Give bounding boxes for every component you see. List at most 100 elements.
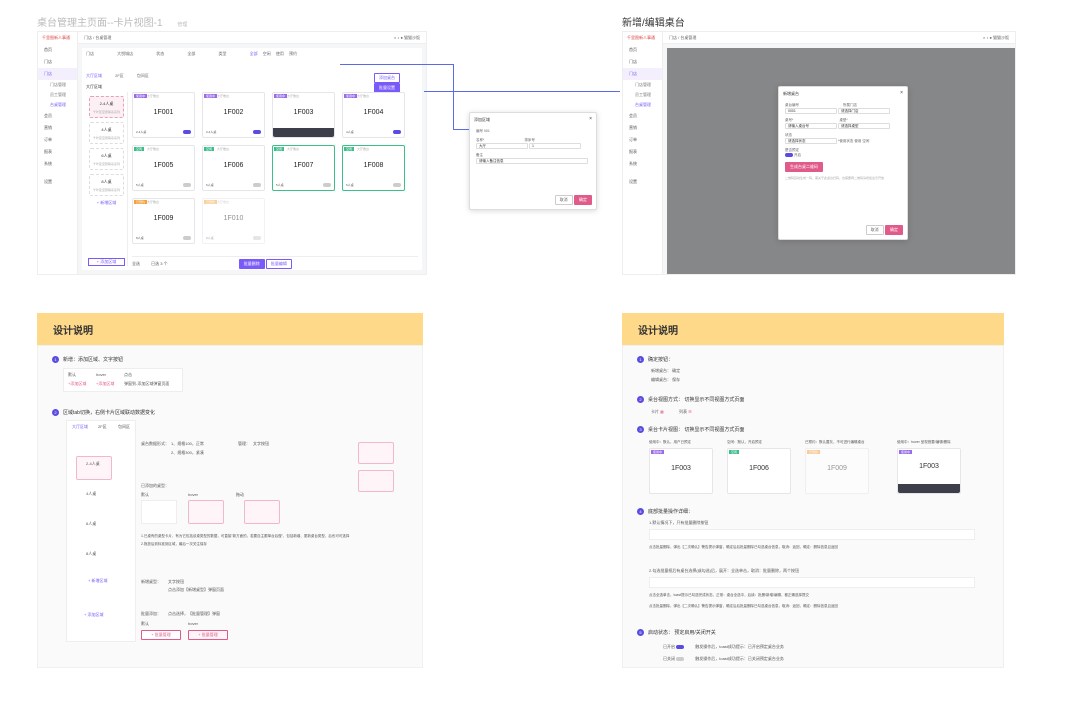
- table-card[interactable]: 已预约 大厅散台 1F010 8人桌: [202, 198, 265, 244]
- table-card[interactable]: 空闲 大厅散台 1F007 5人桌: [272, 145, 335, 191]
- table-card[interactable]: 使用中 大厅散台 1F004 4人桌: [342, 92, 405, 138]
- new-area-link[interactable]: + 新增区域: [96, 200, 117, 205]
- close-icon[interactable]: ×: [900, 90, 903, 96]
- table-card[interactable]: 使用中 大厅散台 1F002 2-4人桌: [202, 92, 265, 138]
- sidebar-item-store[interactable]: 门店: [629, 59, 637, 64]
- radio-idle[interactable]: 空闲: [862, 138, 870, 143]
- sidebar-item-order[interactable]: 订单: [44, 137, 52, 142]
- cancel-button[interactable]: 取消: [554, 195, 573, 205]
- avatar[interactable]: ●: [400, 35, 403, 40]
- list-item[interactable]: [76, 456, 112, 480]
- sidebar-item-report[interactable]: 报表: [629, 149, 637, 154]
- tab-hall[interactable]: 大厅区域: [72, 424, 88, 429]
- select-all-checkbox[interactable]: 全选: [132, 261, 140, 266]
- reserve-toggle[interactable]: [183, 236, 191, 240]
- filter-chip-used[interactable]: 使用: [275, 51, 284, 56]
- reserve-toggle[interactable]: [253, 130, 261, 134]
- filter-chip-idle[interactable]: 空闲: [262, 51, 271, 56]
- code-input[interactable]: 0001: [785, 108, 837, 114]
- sidebar-sub-table[interactable]: 台桌管理: [50, 102, 66, 107]
- list-item[interactable]: 6人桌 千叶区至愿联系系列: [89, 148, 124, 170]
- filter-select-status[interactable]: 全部: [187, 51, 196, 56]
- tab-private[interactable]: 包间区: [136, 73, 149, 78]
- avatar[interactable]: ●: [989, 35, 992, 40]
- sidebar-item-system[interactable]: 系统: [629, 161, 637, 166]
- table-card[interactable]: 已预约 大厅散台 1F009 8人桌: [132, 198, 195, 244]
- table-card[interactable]: 使用中 大厅散台 1F001 2-4人桌: [132, 92, 195, 138]
- grid-icon[interactable]: ▦: [660, 409, 664, 414]
- sidebar-item-home[interactable]: 首页: [44, 47, 52, 52]
- list-icon[interactable]: ☰: [688, 409, 692, 414]
- sidebar-sub-store-manage[interactable]: 门店管理: [635, 82, 651, 87]
- remark-input[interactable]: 请输入备注信息: [476, 158, 588, 164]
- new-area-link[interactable]: + 新增区域: [88, 578, 108, 583]
- demo-card-idle[interactable]: 空闲 1F006: [727, 448, 791, 494]
- table-type-select[interactable]: 请选择桌型: [837, 123, 890, 129]
- sort-input[interactable]: 1: [528, 143, 581, 149]
- list-item[interactable]: 4人桌 千叶区至愿联系系列: [89, 122, 124, 144]
- add-area-link[interactable]: +添加区域: [68, 381, 87, 386]
- demo-card-hover[interactable]: 使用中 1F003: [897, 448, 961, 494]
- view-list-label[interactable]: 列表: [679, 409, 688, 414]
- filter-chip-reserved[interactable]: 预约: [289, 51, 297, 56]
- toggle-on[interactable]: [676, 644, 685, 649]
- qr-button[interactable]: 生成台桌二维码: [785, 162, 823, 172]
- view-card-label[interactable]: 卡片: [651, 409, 659, 414]
- radio-used[interactable]: 使用: [854, 138, 862, 143]
- status-select[interactable]: 请选择状态: [785, 138, 837, 144]
- add-area-button[interactable]: + 添加区域: [84, 612, 104, 617]
- sidebar-item-member[interactable]: 会员: [629, 113, 637, 118]
- sidebar-item-system[interactable]: 系统: [44, 161, 52, 166]
- add-area-button[interactable]: + 添加区域: [88, 258, 125, 266]
- sidebar-sub-table[interactable]: 台桌管理: [635, 102, 651, 107]
- name-input[interactable]: 大厅: [476, 143, 528, 149]
- list-item[interactable]: 2-4人桌 千叶区至愿联系系列: [89, 96, 124, 118]
- sidebar-sub-staff[interactable]: 员工管理: [50, 92, 66, 97]
- sidebar-item-settings[interactable]: 设置: [629, 179, 637, 184]
- table-no-input[interactable]: 请输入桌台号: [785, 123, 837, 129]
- ok-button[interactable]: 确定: [885, 225, 903, 235]
- batch-manage-button-hover[interactable]: + 批量管理: [188, 630, 228, 640]
- table-card[interactable]: 空闲 大厅散台 1F008 6人桌: [342, 145, 405, 191]
- demo-card-used[interactable]: 使用中 1F003: [649, 448, 713, 494]
- sidebar-item-order[interactable]: 订单: [629, 137, 637, 142]
- batch-delete-button[interactable]: 批量删除: [238, 259, 265, 269]
- filter-select-store[interactable]: 大悦城店: [117, 51, 134, 56]
- reserve-toggle[interactable]: [183, 130, 191, 134]
- cancel-button[interactable]: 取消: [865, 225, 884, 235]
- sidebar-sub-staff[interactable]: 员工管理: [635, 92, 651, 97]
- reserve-toggle[interactable]: [393, 183, 401, 187]
- add-table-button[interactable]: 添加桌台: [374, 73, 400, 83]
- sidebar-item-report[interactable]: 报表: [44, 149, 52, 154]
- reserve-toggle[interactable]: [253, 236, 261, 240]
- search-icon[interactable]: ⌕: [393, 35, 397, 40]
- reserve-toggle[interactable]: [323, 183, 331, 187]
- store-select[interactable]: 请选择门店: [837, 108, 890, 114]
- sidebar-item-member[interactable]: 会员: [44, 113, 52, 118]
- add-area-link-hover[interactable]: +添加区域: [96, 381, 115, 386]
- list-item[interactable]: 8人桌 千叶区至愿联系系列: [89, 174, 124, 196]
- reserve-toggle[interactable]: [253, 183, 261, 187]
- batch-manage-button[interactable]: + 批量管理: [141, 630, 181, 640]
- sidebar-sub-store-manage[interactable]: 门店管理: [50, 82, 66, 87]
- reserve-toggle[interactable]: [393, 130, 401, 134]
- sidebar-item-store[interactable]: 门店: [44, 59, 52, 64]
- sidebar-item-store-active[interactable]: 门店: [38, 68, 77, 80]
- sidebar-item-marketing[interactable]: 营销: [44, 125, 52, 130]
- table-card[interactable]: 使用中大厅散台1F0032-4人桌: [272, 92, 335, 138]
- tab-hall[interactable]: 大厅区域: [86, 73, 102, 78]
- batch-edit-button[interactable]: 批量编辑: [265, 259, 292, 269]
- reserve-toggle[interactable]: [785, 153, 793, 158]
- reserve-toggle[interactable]: [183, 183, 191, 187]
- sidebar-item-store-active[interactable]: 门店: [623, 68, 662, 80]
- toggle-off[interactable]: [676, 656, 685, 661]
- sidebar-item-marketing[interactable]: 营销: [629, 125, 637, 130]
- sidebar-item-settings[interactable]: 设置: [44, 179, 52, 184]
- tab-2f[interactable]: 2F区: [115, 73, 124, 78]
- sidebar-item-home[interactable]: 首页: [629, 47, 637, 52]
- search-icon[interactable]: ⌕: [982, 35, 986, 40]
- table-card[interactable]: 空闲 大厅散台 1F005 5人桌: [132, 145, 195, 191]
- table-card[interactable]: 空闲 大厅散台 1F006 6人桌: [202, 145, 265, 191]
- tab-2f[interactable]: 2F区: [98, 424, 107, 429]
- tab-private[interactable]: 包间区: [118, 424, 130, 429]
